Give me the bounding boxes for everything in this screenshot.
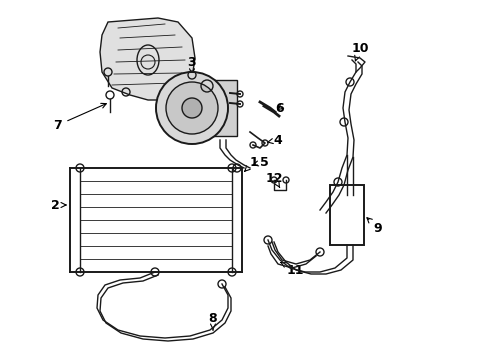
- Text: 1: 1: [244, 156, 258, 171]
- Text: 4: 4: [267, 134, 282, 147]
- Text: 2: 2: [51, 198, 66, 212]
- Bar: [329, 185, 363, 245]
- Text: 6: 6: [275, 102, 284, 114]
- Text: 11: 11: [280, 262, 303, 276]
- Text: 9: 9: [366, 218, 382, 234]
- Bar: [192, 80, 237, 136]
- Circle shape: [156, 72, 227, 144]
- Polygon shape: [100, 18, 195, 100]
- Text: 7: 7: [54, 103, 106, 131]
- Text: 5: 5: [253, 156, 268, 168]
- Circle shape: [182, 98, 202, 118]
- Text: 8: 8: [208, 311, 217, 330]
- Circle shape: [165, 82, 218, 134]
- Text: 3: 3: [187, 55, 196, 74]
- Text: 10: 10: [350, 41, 368, 61]
- Text: 12: 12: [264, 171, 282, 188]
